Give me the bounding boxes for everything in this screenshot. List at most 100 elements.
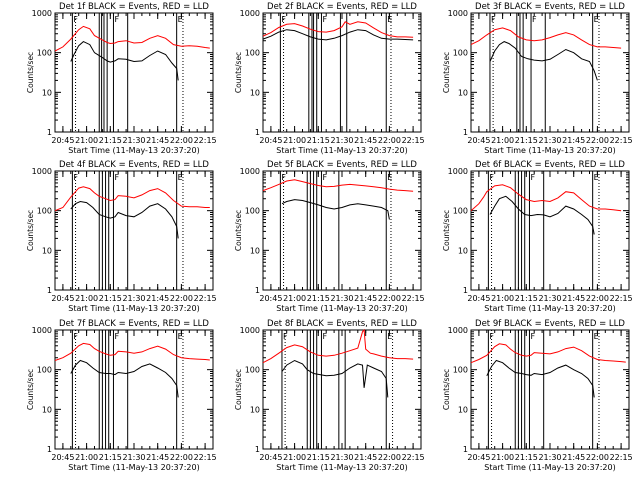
x-tick-label: 20:45 [259, 136, 282, 145]
y-tick-label: 1 [47, 286, 52, 295]
x-tick-label: 20:45 [259, 294, 282, 303]
x-tick-label: 20:45 [467, 136, 490, 145]
panel-title: Det 9f BLACK = Events, RED = LLD [475, 319, 625, 329]
x-tick-label: 21:00 [75, 136, 98, 145]
panel-det-9: Det 9f BLACK = Events, RED = LLD 1 10 100 10… [442, 319, 633, 472]
x-tick-label: 21:30 [330, 294, 353, 303]
x-tick-label: 21:15 [515, 453, 538, 462]
marker-label: E [178, 173, 183, 182]
y-tick-label: 100 [245, 49, 260, 58]
x-tick-label: 21:30 [538, 294, 561, 303]
x-axis-label: Start Time (11-May-13 20:37:20) [484, 304, 615, 313]
x-tick-label: 21:15 [515, 294, 538, 303]
y-axis-label: Counts/sec [442, 369, 451, 410]
x-tick-label: 21:00 [491, 136, 514, 145]
x-axis-label: Start Time (11-May-13 20:37:20) [68, 146, 199, 155]
x-tick-label: 21:45 [146, 294, 169, 303]
events-series-line [489, 195, 595, 235]
y-tick-label: 10 [42, 246, 52, 255]
plot-frame [470, 170, 630, 291]
plot-frame [470, 329, 630, 450]
x-tick-label: 21:30 [330, 136, 353, 145]
x-tick-label: 21:00 [491, 294, 514, 303]
events-series-line [70, 359, 179, 398]
x-tick-label: 21:00 [283, 136, 306, 145]
y-tick-label: 1000 [448, 167, 468, 176]
x-tick-label: 22:00 [586, 136, 609, 145]
x-tick-label: 22:00 [170, 294, 193, 303]
x-tick-label: 21:45 [562, 453, 585, 462]
marker-label: E [387, 15, 392, 24]
plot-frame [470, 12, 630, 133]
x-tick-label: 20:45 [51, 453, 74, 462]
x-tick-label: 21:45 [354, 294, 377, 303]
marker-label: F [114, 15, 119, 24]
x-tick-label: 22:15 [402, 453, 425, 462]
x-tick-label: 21:15 [99, 294, 122, 303]
panel-det-2: Det 2f BLACK = Events, RED = LLD 1 10 100 10… [234, 2, 425, 155]
x-tick-label: 21:00 [283, 453, 306, 462]
x-tick-label: 20:45 [467, 294, 490, 303]
marker-label: E [387, 332, 392, 341]
lld-series-line [470, 184, 622, 212]
y-tick-label: 1000 [32, 326, 52, 335]
x-tick-label: 21:30 [538, 453, 561, 462]
x-tick-label: 22:00 [170, 136, 193, 145]
x-tick-label: 22:15 [194, 294, 217, 303]
marker-label: F [530, 173, 535, 182]
x-tick-label: 21:00 [75, 294, 98, 303]
y-tick-label: 1 [255, 445, 260, 454]
y-tick-label: 1 [463, 445, 468, 454]
y-tick-label: 10 [458, 405, 468, 414]
y-tick-label: 10 [250, 246, 260, 255]
panel-det-3: Det 3f BLACK = Events, RED = LLD 1 10 100 10… [442, 2, 633, 155]
y-tick-label: 1 [47, 445, 52, 454]
x-tick-label: 22:15 [194, 136, 217, 145]
y-tick-label: 1000 [240, 9, 260, 18]
x-tick-label: 21:15 [515, 136, 538, 145]
y-axis-label: Counts/sec [442, 52, 451, 93]
lld-series-line [54, 342, 210, 361]
panel-det-5: Det 5f BLACK = Events, RED = LLD 1 10 100 10… [234, 160, 425, 313]
x-axis-label: Start Time (11-May-13 20:37:20) [484, 146, 615, 155]
panel-det-1: Det 1f BLACK = Events, RED = LLD 1 10 100 10… [26, 2, 217, 155]
y-tick-label: 10 [458, 246, 468, 255]
y-tick-label: 100 [453, 366, 468, 375]
x-tick-label: 22:15 [194, 453, 217, 462]
lld-series-line [470, 343, 626, 364]
x-tick-label: 21:45 [354, 453, 377, 462]
x-tick-label: 21:15 [307, 136, 330, 145]
x-axis-label: Start Time (11-May-13 20:37:20) [276, 304, 407, 313]
x-tick-label: 20:45 [467, 453, 490, 462]
y-tick-label: 10 [250, 88, 260, 97]
x-tick-label: 21:30 [122, 453, 145, 462]
x-axis-label: Start Time (11-May-13 20:37:20) [68, 463, 199, 472]
y-tick-label: 1 [463, 128, 468, 137]
y-tick-label: 100 [245, 207, 260, 216]
x-tick-label: 22:15 [610, 453, 633, 462]
y-axis-label: Counts/sec [442, 210, 451, 251]
x-tick-label: 21:30 [122, 294, 145, 303]
x-tick-label: 21:00 [491, 453, 514, 462]
x-tick-label: 21:45 [146, 453, 169, 462]
marker-label: F [322, 173, 327, 182]
x-tick-label: 21:15 [99, 136, 122, 145]
lld-series-line [262, 179, 414, 192]
marker-label: F [114, 173, 119, 182]
panel-title: Det 8f BLACK = Events, RED = LLD [267, 319, 417, 329]
y-tick-label: 1 [255, 128, 260, 137]
x-tick-label: 22:00 [378, 136, 401, 145]
events-series-line [281, 199, 390, 220]
lld-series-line [262, 328, 414, 364]
lld-series-line [470, 27, 622, 49]
panel-title: Det 3f BLACK = Events, RED = LLD [475, 2, 625, 12]
x-axis-label: Start Time (11-May-13 20:37:20) [68, 304, 199, 313]
x-tick-label: 21:15 [99, 453, 122, 462]
events-series-line [489, 41, 598, 81]
panel-title: Det 7f BLACK = Events, RED = LLD [59, 319, 209, 329]
x-axis-label: Start Time (11-May-13 20:37:20) [276, 146, 407, 155]
x-tick-label: 20:45 [51, 136, 74, 145]
y-tick-label: 1000 [448, 326, 468, 335]
marker-label: E [594, 332, 599, 341]
